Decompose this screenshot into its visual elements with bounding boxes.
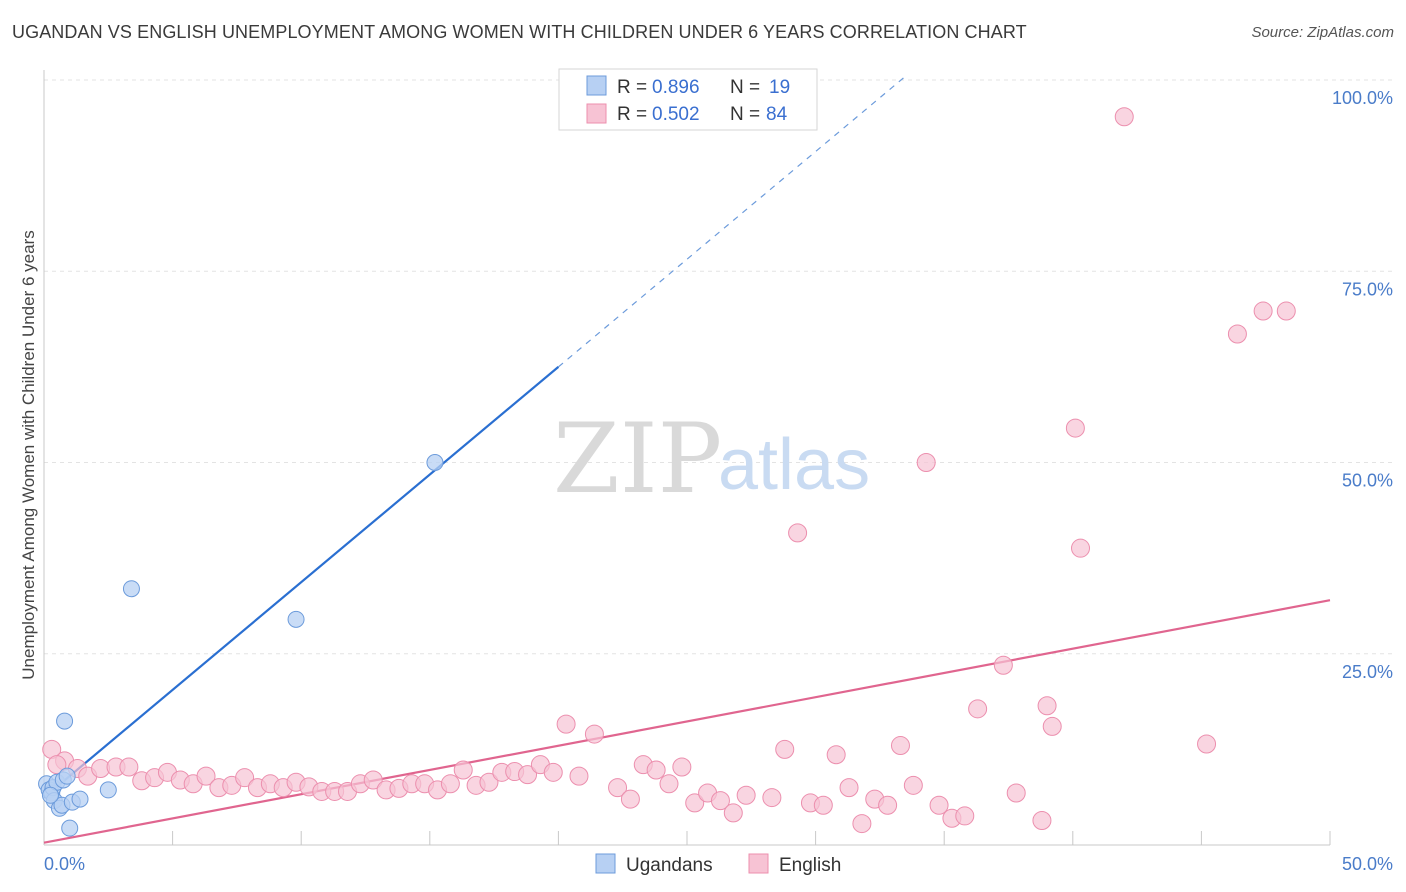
ugandans-point <box>287 610 305 628</box>
english-point <box>1042 716 1062 736</box>
english-point <box>788 523 808 543</box>
grid-lines <box>44 79 1395 655</box>
legend-swatch-ugandans <box>586 75 607 96</box>
english-point <box>659 774 679 794</box>
watermark-zip: ZIP <box>553 403 722 515</box>
ugandans-point <box>41 786 59 804</box>
watermark-atlas: atlas <box>718 425 870 505</box>
english-point <box>1227 324 1247 344</box>
english-point <box>903 775 923 795</box>
ugandans-point <box>122 580 140 598</box>
english-point <box>1071 538 1091 558</box>
english-point <box>878 795 898 815</box>
english-point <box>710 791 730 811</box>
english-point <box>1276 301 1296 321</box>
ugandans-point <box>61 819 79 837</box>
english-point <box>584 724 604 744</box>
english-point <box>440 774 460 794</box>
ugandans-point <box>71 790 89 808</box>
english-trend-line <box>43 599 1331 844</box>
y-tick-label: 50.0% <box>1342 471 1393 491</box>
english-point <box>968 699 988 719</box>
english-point <box>1197 734 1217 754</box>
bottom-legend-english: English <box>779 855 841 876</box>
english-point <box>646 760 666 780</box>
english-point <box>119 757 139 777</box>
tick-labels: 25.0% 50.0% 75.0% 100.0% 0.0% 50.0% <box>44 88 1393 874</box>
chart-title: UGANDAN VS ENGLISH UNEMPLOYMENT AMONG WO… <box>12 22 1027 42</box>
data-points <box>38 107 1296 837</box>
legend-n-label: N = <box>730 77 760 98</box>
english-point <box>736 785 756 805</box>
english-point <box>518 765 538 785</box>
x-tick-label: 0.0% <box>44 854 85 874</box>
english-point <box>839 778 859 798</box>
english-point <box>826 745 846 765</box>
english-point <box>916 453 936 472</box>
ugandans-trend-extension <box>558 75 907 368</box>
legend-r-value: 0.896 <box>652 77 700 98</box>
english-point <box>620 789 640 809</box>
axes <box>43 70 1331 846</box>
english-point <box>813 795 833 815</box>
english-point <box>685 793 705 813</box>
bottom-legend: Ugandans English <box>595 853 841 876</box>
ugandans-point <box>426 454 444 471</box>
legend-n-value: 84 <box>766 104 788 125</box>
legend-swatch-english <box>586 103 607 124</box>
legend-n-value: 19 <box>769 77 790 98</box>
y-tick-label: 25.0% <box>1342 662 1393 682</box>
y-tick-label: 75.0% <box>1342 279 1393 299</box>
english-point <box>543 762 563 782</box>
english-point <box>453 760 473 780</box>
x-tick-label: 50.0% <box>1342 854 1393 874</box>
legend-r-label: R = <box>617 77 647 98</box>
trend-lines <box>43 75 1331 844</box>
english-point <box>608 778 628 798</box>
english-point <box>363 770 383 790</box>
bottom-legend-swatch-english <box>748 853 769 874</box>
legend-r-value: 0.502 <box>652 104 700 125</box>
english-point <box>890 736 910 756</box>
legend-r-label: R = <box>617 104 647 125</box>
english-point <box>1253 301 1273 321</box>
english-point <box>1006 783 1026 803</box>
ugandans-point <box>56 712 74 730</box>
source-label: Source: ZipAtlas.com <box>1251 24 1394 41</box>
bottom-legend-ugandans: Ugandans <box>626 855 713 876</box>
english-point <box>1032 811 1052 831</box>
english-point <box>672 757 692 777</box>
ugandans-trend-line <box>43 366 560 799</box>
english-point <box>993 655 1013 675</box>
english-point <box>929 795 949 815</box>
english-point <box>775 739 795 759</box>
english-point <box>479 772 499 792</box>
english-point <box>235 768 255 788</box>
english-point <box>47 755 67 775</box>
english-point <box>556 714 576 734</box>
legend-box: R = 0.896 N = 19 R = 0.502 N = 84 <box>558 68 818 131</box>
legend-n-label: N = <box>730 104 760 125</box>
english-point <box>1114 107 1134 127</box>
english-point <box>569 766 589 786</box>
english-point <box>196 766 216 786</box>
english-point <box>852 814 872 834</box>
english-point <box>762 788 782 808</box>
y-tick-label: 100.0% <box>1332 88 1393 108</box>
ugandans-point <box>99 781 117 799</box>
english-point <box>955 806 975 826</box>
english-point <box>1065 418 1085 438</box>
english-point <box>723 803 743 823</box>
ugandans-point <box>58 767 76 785</box>
bottom-legend-swatch-ugandans <box>595 853 616 874</box>
english-point <box>1037 696 1057 716</box>
y-axis-title: Unemployment Among Women with Children U… <box>19 230 38 679</box>
